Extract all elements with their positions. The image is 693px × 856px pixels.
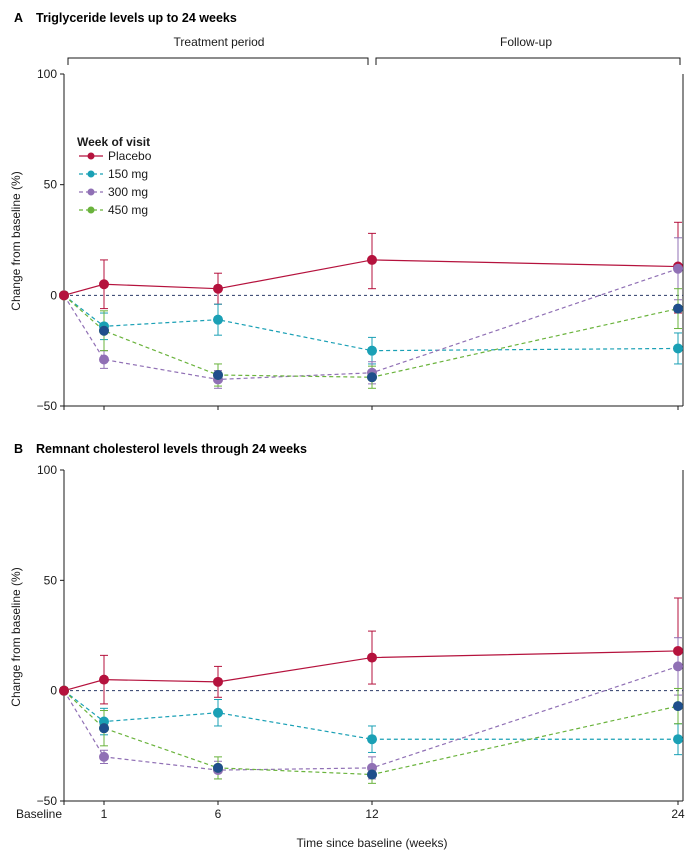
data-point-1 <box>213 707 223 718</box>
baseline-point <box>59 685 69 696</box>
legend-swatch-marker <box>87 206 95 214</box>
legend-swatch-marker <box>87 170 95 178</box>
data-point-4 <box>673 303 683 314</box>
period-bracket <box>67 57 681 65</box>
data-point-1 <box>367 734 377 745</box>
data-point-4 <box>213 762 223 773</box>
series-line-0 <box>63 259 679 296</box>
legend-swatch-marker <box>87 188 95 196</box>
legend-items: Placebo 150 mg 300 mg 450 mg <box>79 149 152 217</box>
legend: Week of visit Placebo 150 mg 300 mg 450 mg <box>77 135 152 217</box>
panel-a-title: Triglyceride levels up to 24 weeks <box>36 11 237 25</box>
x-tick-label: 1 <box>101 807 108 821</box>
panel-b: B Remnant cholesterol levels through 24 … <box>9 442 685 850</box>
series-line-1 <box>63 690 678 740</box>
data-point-0 <box>99 674 109 685</box>
series-line-3 <box>63 690 679 776</box>
data-point-1 <box>367 345 377 356</box>
y-tick-label: −50 <box>37 399 58 413</box>
panel-a-letter: A <box>14 11 23 25</box>
legend-title: Week of visit <box>77 135 150 149</box>
legend-label: 150 mg <box>108 167 148 181</box>
follow-up-bracket <box>375 57 681 65</box>
y-tick-label: 50 <box>44 573 58 587</box>
treatment-period-label: Treatment period <box>174 35 265 49</box>
panel-b-title: Remnant cholesterol levels through 24 we… <box>36 442 307 456</box>
legend-label: 300 mg <box>108 185 148 199</box>
data-point-1 <box>213 314 223 325</box>
legend-label: Placebo <box>108 149 152 163</box>
data-point-0 <box>673 645 683 656</box>
data-point-0 <box>367 254 377 265</box>
legend-label: 450 mg <box>108 203 148 217</box>
y-tick-label: −50 <box>37 794 58 808</box>
y-tick-label: 100 <box>37 67 57 81</box>
y-tick-label: 50 <box>44 178 58 192</box>
series-line-2 <box>63 665 679 771</box>
treatment-period-bracket <box>67 57 369 65</box>
series-line-3 <box>63 294 679 378</box>
data-point-0 <box>213 283 223 294</box>
data-point-4 <box>99 325 109 336</box>
x-tick-label: Baseline <box>16 807 62 821</box>
data-point-0 <box>367 652 377 663</box>
y-tick-label: 0 <box>50 684 57 698</box>
follow-up-label: Follow-up <box>500 35 552 49</box>
data-point-2 <box>673 661 683 672</box>
data-point-2 <box>673 263 683 274</box>
data-point-4 <box>673 701 683 712</box>
series-line-2 <box>63 268 679 381</box>
y-tick-label: 0 <box>50 288 57 302</box>
plot-area-a: −50 0 50 100 <box>37 67 684 413</box>
baseline-point <box>59 290 69 301</box>
legend-swatch-marker <box>87 152 95 160</box>
x-tick-label: 6 <box>215 807 222 821</box>
panel-a-y-axis-label: Change from baseline (%) <box>9 171 23 310</box>
data-point-1 <box>673 343 683 354</box>
x-axis-label: Time since baseline (weeks) <box>297 836 448 850</box>
data-point-0 <box>99 279 109 290</box>
panel-b-letter: B <box>14 442 23 456</box>
data-point-4 <box>367 372 377 383</box>
data-point-4 <box>99 723 109 734</box>
y-tick-label: 100 <box>37 463 57 477</box>
panel-a: A Triglyceride levels up to 24 weeks Tre… <box>9 11 684 413</box>
x-tick-label: 24 <box>671 807 685 821</box>
series-line-1 <box>63 294 679 352</box>
data-point-2 <box>99 354 109 365</box>
panel-b-y-axis-label: Change from baseline (%) <box>9 567 23 706</box>
plot-area-b: −50 0 50 100 Baseline 1 6 12 24 <box>16 463 685 821</box>
data-point-4 <box>213 370 223 381</box>
x-tick-label: 12 <box>365 807 379 821</box>
data-point-1 <box>673 734 683 745</box>
data-point-4 <box>367 769 377 780</box>
data-point-2 <box>99 751 109 762</box>
data-point-0 <box>213 676 223 687</box>
